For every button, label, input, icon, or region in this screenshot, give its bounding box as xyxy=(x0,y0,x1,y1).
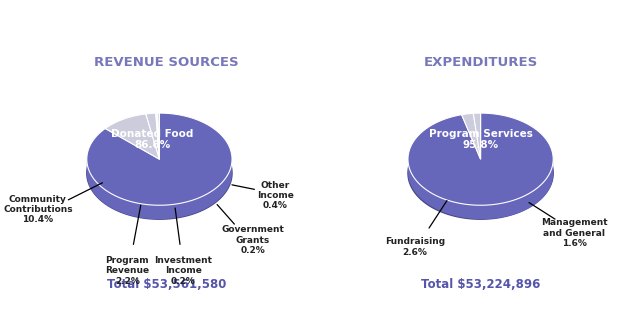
Text: Total $53,561,580: Total $53,561,580 xyxy=(107,278,226,291)
Text: Total $53,224,896: Total $53,224,896 xyxy=(421,278,540,291)
Polygon shape xyxy=(408,159,553,219)
Text: Fundraising
2.6%: Fundraising 2.6% xyxy=(385,237,445,257)
Text: Community
Contributions
10.4%: Community Contributions 10.4% xyxy=(3,194,73,224)
Polygon shape xyxy=(408,127,553,219)
Polygon shape xyxy=(156,113,159,159)
Text: Investment
Income
0.2%: Investment Income 0.2% xyxy=(154,256,212,286)
Text: REVENUE SOURCES: REVENUE SOURCES xyxy=(94,56,239,69)
Polygon shape xyxy=(408,113,553,205)
Text: Government
Grants
0.2%: Government Grants 0.2% xyxy=(221,225,284,255)
Text: Other
Income
0.4%: Other Income 0.4% xyxy=(257,181,294,210)
Polygon shape xyxy=(87,127,232,219)
Text: Program Services
95.8%: Program Services 95.8% xyxy=(429,129,532,150)
Polygon shape xyxy=(157,113,159,159)
Text: Donated Food
86.6%: Donated Food 86.6% xyxy=(111,129,194,150)
Polygon shape xyxy=(157,113,159,159)
Polygon shape xyxy=(146,113,159,159)
Polygon shape xyxy=(87,113,232,205)
Polygon shape xyxy=(105,114,159,159)
Text: Management
and General
1.6%: Management and General 1.6% xyxy=(541,218,607,248)
Text: Program
Revenue
2.2%: Program Revenue 2.2% xyxy=(105,256,149,286)
Polygon shape xyxy=(461,113,481,159)
Polygon shape xyxy=(474,113,481,159)
Polygon shape xyxy=(87,160,232,219)
Text: EXPENDITURES: EXPENDITURES xyxy=(424,56,538,69)
